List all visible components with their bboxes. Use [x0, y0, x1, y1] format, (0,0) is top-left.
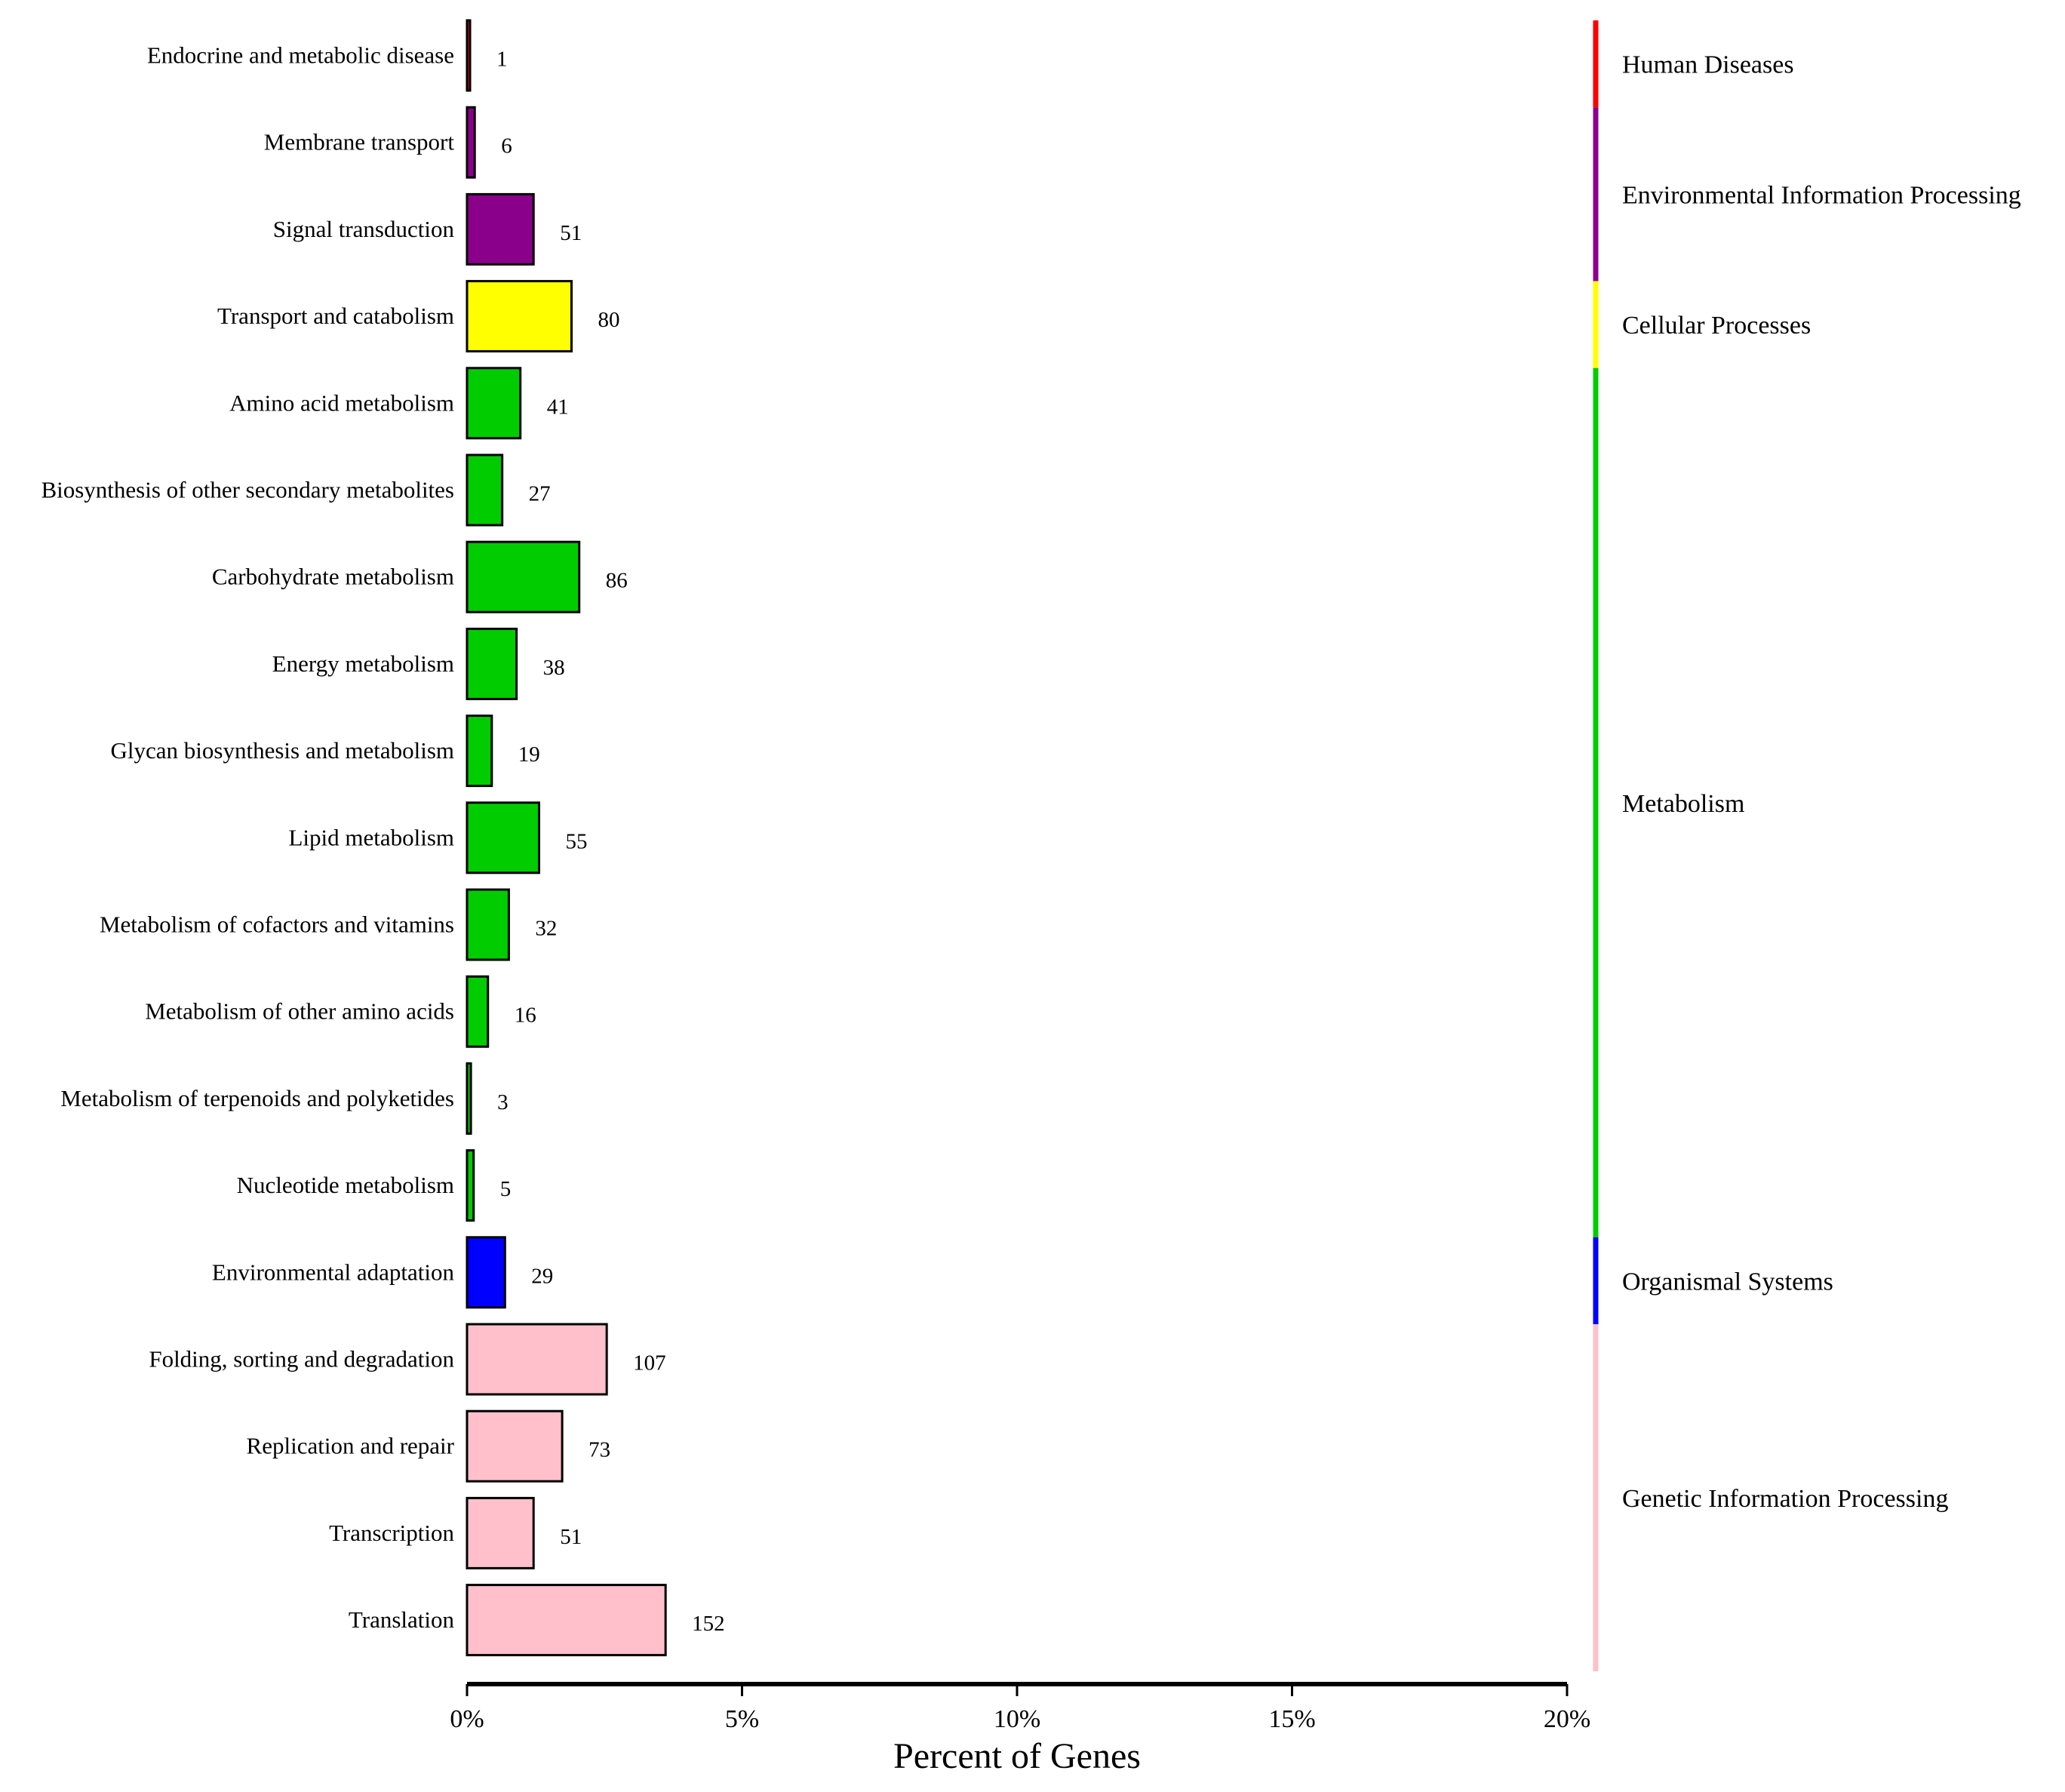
bar [466, 106, 476, 179]
value-label: 86 [606, 569, 628, 593]
group-label: Metabolism [1622, 790, 1744, 818]
category-label: Amino acid metabolism [229, 389, 454, 416]
bar [466, 1149, 475, 1222]
x-axis-title: Percent of Genes [893, 1736, 1141, 1776]
x-tick-label: 10% [994, 1705, 1040, 1733]
value-label: 107 [633, 1351, 666, 1376]
bar [466, 975, 490, 1048]
category-label: Metabolism of cofactors and vitamins [100, 911, 454, 938]
bars [466, 19, 667, 1657]
category-label: Carbohydrate metabolism [212, 564, 454, 590]
value-label: 27 [529, 482, 551, 506]
group-label: Human Diseases [1622, 51, 1794, 79]
bar [466, 1323, 608, 1396]
value-label: 29 [531, 1264, 553, 1288]
category-label: Signal transduction [273, 216, 455, 242]
value-label: 5 [500, 1177, 512, 1201]
value-label: 6 [501, 134, 512, 158]
category-label: Transport and catabolism [217, 303, 454, 329]
x-tick-label: 5% [725, 1705, 759, 1733]
bar [466, 715, 493, 788]
value-label: 55 [565, 829, 587, 853]
group-label: Cellular Processes [1622, 312, 1811, 340]
value-label: 51 [560, 221, 582, 245]
bar [466, 801, 540, 874]
value-label: 38 [543, 656, 565, 680]
bar [466, 1236, 506, 1309]
value-label: 73 [588, 1438, 610, 1462]
value-label: 19 [518, 742, 540, 767]
category-label: Transcription [329, 1520, 454, 1546]
bar [466, 192, 535, 266]
x-axis-ticks: 0% 5% 10% 15% 20% [450, 1684, 1590, 1733]
x-tick-label: 20% [1544, 1705, 1590, 1733]
bar [466, 280, 573, 353]
category-label: Nucleotide metabolism [237, 1172, 454, 1198]
value-label: 32 [535, 917, 557, 941]
value-label: 80 [598, 308, 620, 332]
category-labels: Endocrine and metabolic disease Membrane … [41, 42, 454, 1634]
category-label: Glycan biosynthesis and metabolism [111, 737, 454, 764]
value-label: 16 [515, 1004, 536, 1028]
value-label: 152 [692, 1612, 725, 1636]
value-label: 1 [496, 48, 508, 72]
bar [466, 19, 472, 92]
bar [466, 367, 522, 440]
category-label: Endocrine and metabolic disease [147, 42, 454, 69]
group-label: Genetic Information Processing [1622, 1485, 1948, 1513]
bar [466, 1062, 472, 1135]
value-label: 3 [497, 1090, 509, 1114]
value-label: 51 [560, 1525, 582, 1549]
group-legend: Human Diseases Environmental Information … [1593, 20, 2021, 1671]
category-label: Metabolism of other amino acids [145, 998, 454, 1025]
category-label: Environmental adaptation [212, 1259, 455, 1285]
bar [466, 1496, 535, 1569]
bar [466, 627, 518, 700]
category-label: Lipid metabolism [288, 824, 454, 850]
category-label: Membrane transport [264, 129, 455, 155]
x-tick-label: 0% [450, 1705, 484, 1733]
value-label: 41 [547, 395, 569, 419]
category-label: Energy metabolism [272, 650, 454, 677]
x-tick-label: 15% [1268, 1705, 1315, 1733]
bar [466, 453, 504, 527]
bar [466, 888, 510, 961]
category-label: Replication and repair [247, 1433, 455, 1459]
category-label: Translation [349, 1606, 455, 1633]
bar [466, 1409, 564, 1483]
category-label: Biosynthesis of other secondary metaboli… [41, 477, 454, 503]
group-label: Environmental Information Processing [1622, 181, 2021, 209]
bar [466, 540, 581, 613]
category-label: Folding, sorting and degradation [149, 1346, 454, 1372]
bar [466, 1584, 667, 1657]
group-label: Organismal Systems [1622, 1268, 1833, 1296]
category-label: Metabolism of terpenoids and polyketides [60, 1085, 454, 1111]
